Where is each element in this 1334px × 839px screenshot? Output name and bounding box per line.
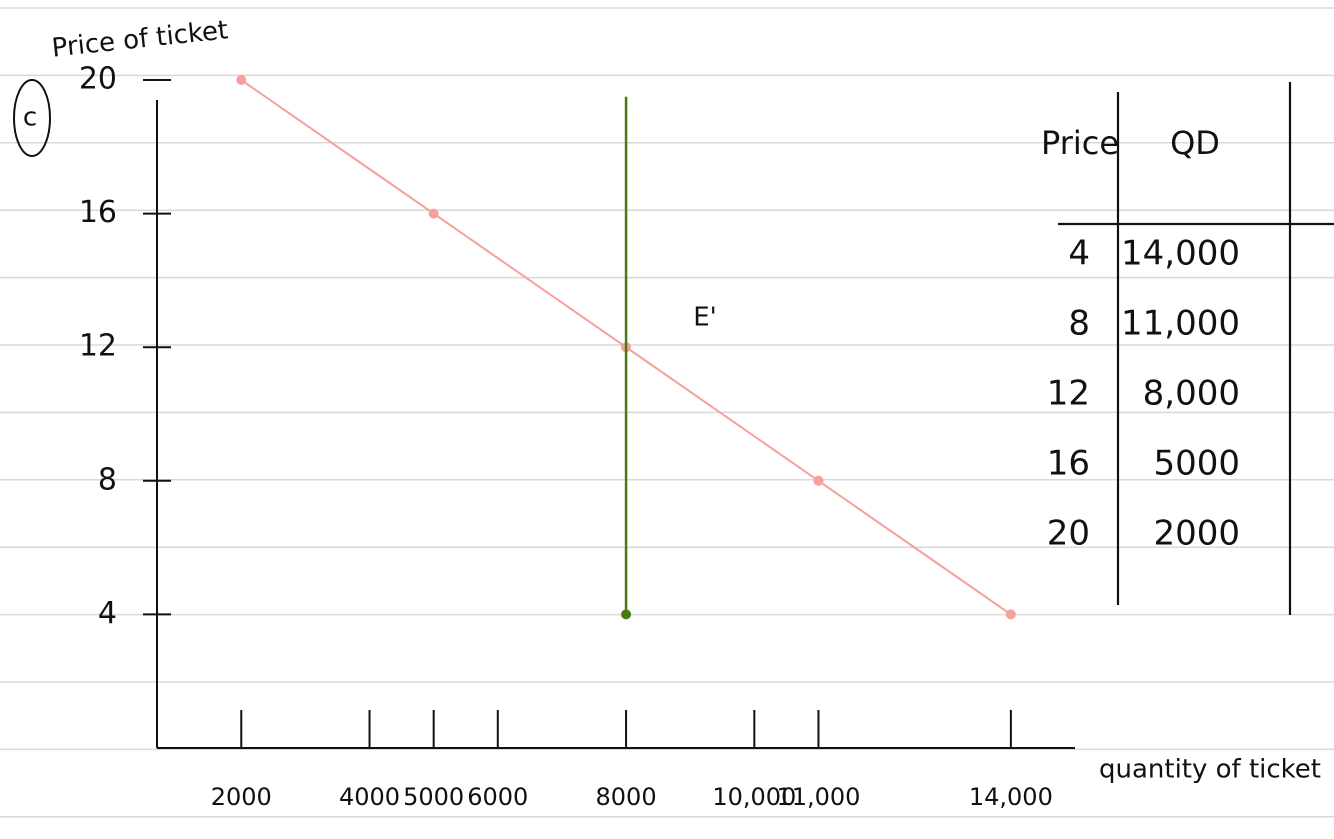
table-header: Price: [1041, 124, 1119, 162]
x-tick-label: 5000: [403, 783, 464, 811]
y-tick-label: 20: [79, 62, 117, 97]
x-tick-label: 4000: [339, 783, 400, 811]
x-tick-label: 10,000: [712, 783, 796, 811]
table-cell: 5000: [1153, 444, 1240, 484]
part-circle: [13, 79, 51, 157]
x-tick-label: 8000: [596, 783, 657, 811]
y-tick-label: 4: [98, 596, 117, 631]
part-label: c: [23, 103, 37, 133]
y-tick-label: 8: [98, 462, 117, 497]
table-header: QD: [1170, 124, 1220, 162]
data-point: [813, 475, 824, 486]
x-tick-label: 6000: [467, 783, 528, 811]
data-point: [236, 75, 247, 85]
y-tick-label: 16: [79, 195, 117, 230]
table-cell: 12: [1047, 374, 1090, 414]
demand-table: Price QD 4 14,000 8 11,000 12 8,000 16 5000 20 2000: [1041, 82, 1334, 615]
x-tick-label: 2000: [211, 783, 272, 811]
data-point: [1005, 609, 1016, 620]
table-cell: 14,000: [1121, 234, 1240, 274]
table-cell: 2000: [1153, 514, 1240, 554]
ruled-lines: [0, 7, 1334, 818]
table-cell: 11,000: [1121, 304, 1240, 344]
x-axis-label: quantity of ticket: [1099, 755, 1321, 785]
table-cell: 4: [1068, 234, 1090, 274]
y-tick-label: 12: [79, 329, 117, 364]
data-point: [621, 609, 632, 620]
table-cell: 8,000: [1143, 374, 1240, 414]
x-tick-label: 14,000: [969, 783, 1053, 811]
x-tick-label: 11,000: [776, 783, 860, 811]
data-point: [428, 208, 439, 219]
y-axis-label: Price of ticket: [50, 15, 229, 63]
table-cell: 20: [1047, 514, 1090, 554]
table-cell: 8: [1068, 304, 1090, 344]
table-cell: 16: [1047, 444, 1090, 484]
annotation: E': [693, 303, 717, 333]
